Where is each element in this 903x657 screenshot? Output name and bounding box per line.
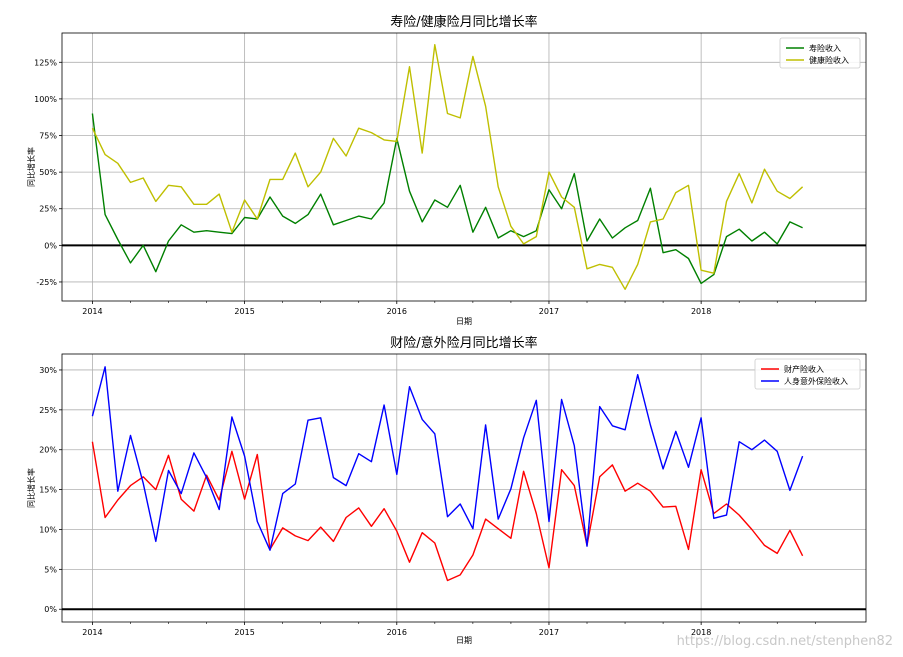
y-axis-label: 同比增长率	[26, 147, 36, 187]
y-tick-label: 50%	[39, 168, 57, 177]
y-tick-label: 10%	[39, 525, 57, 534]
series-line-0	[91, 113, 803, 285]
y-tick-label: 30%	[39, 366, 57, 375]
y-tick-label: 5%	[44, 565, 57, 574]
axes-frame	[61, 353, 867, 623]
axes-frame	[61, 32, 867, 302]
x-axis-label: 日期	[456, 317, 472, 326]
x-tick-label: 2016	[387, 628, 407, 637]
x-tick-label: 2018	[691, 307, 711, 316]
y-tick-label: 75%	[39, 132, 57, 141]
legend-label-0: 财产险收入	[784, 364, 824, 374]
x-tick-label: 2014	[82, 307, 102, 316]
y-tick-label: 25%	[39, 406, 57, 415]
legend-label-1: 人身意外保险收入	[784, 376, 848, 386]
y-tick-label: 0%	[44, 241, 57, 250]
y-axis-label: 同比增长率	[26, 468, 36, 508]
y-tick-label: 15%	[39, 486, 57, 495]
series-line-1	[91, 44, 804, 290]
series-line-1	[91, 366, 804, 551]
chart-panel-property-accident: 2014 2015 2016 2017 2018 0% 5% 10% 15% 20% 25% 30% 财…	[26, 335, 867, 645]
y-tick-label: 100%	[34, 95, 57, 104]
x-tick-label: 2015	[234, 628, 254, 637]
legend-label-0: 寿险收入	[809, 43, 841, 53]
y-tick-label: 0%	[44, 605, 57, 614]
x-tick-label: 2017	[539, 307, 559, 316]
watermark: https://blog.csdn.net/stenphen82	[676, 634, 893, 649]
x-tick-label: 2015	[234, 307, 254, 316]
x-tick-label: 2017	[539, 628, 559, 637]
chart-title: 寿险/健康险月同比增长率	[390, 14, 537, 30]
x-tick-label: 2018	[691, 628, 711, 637]
y-tick-label: 20%	[39, 446, 57, 455]
y-tick-label: 25%	[39, 205, 57, 214]
legend-label-1: 健康险收入	[809, 55, 849, 65]
legend-box	[754, 358, 861, 390]
series-line-0	[91, 441, 804, 582]
y-tick-label: -25%	[36, 278, 57, 287]
chart-title: 财险/意外险月同比增长率	[390, 335, 537, 351]
x-tick-label: 2016	[387, 307, 407, 316]
y-tick-label: 125%	[34, 58, 57, 67]
chart-panel-life-health: 2014 2015 2016 2017 2018 -25% 0% 25% 50% 75% 100% 1…	[26, 14, 867, 326]
x-axis-label: 日期	[456, 636, 472, 645]
x-tick-label: 2014	[82, 628, 102, 637]
